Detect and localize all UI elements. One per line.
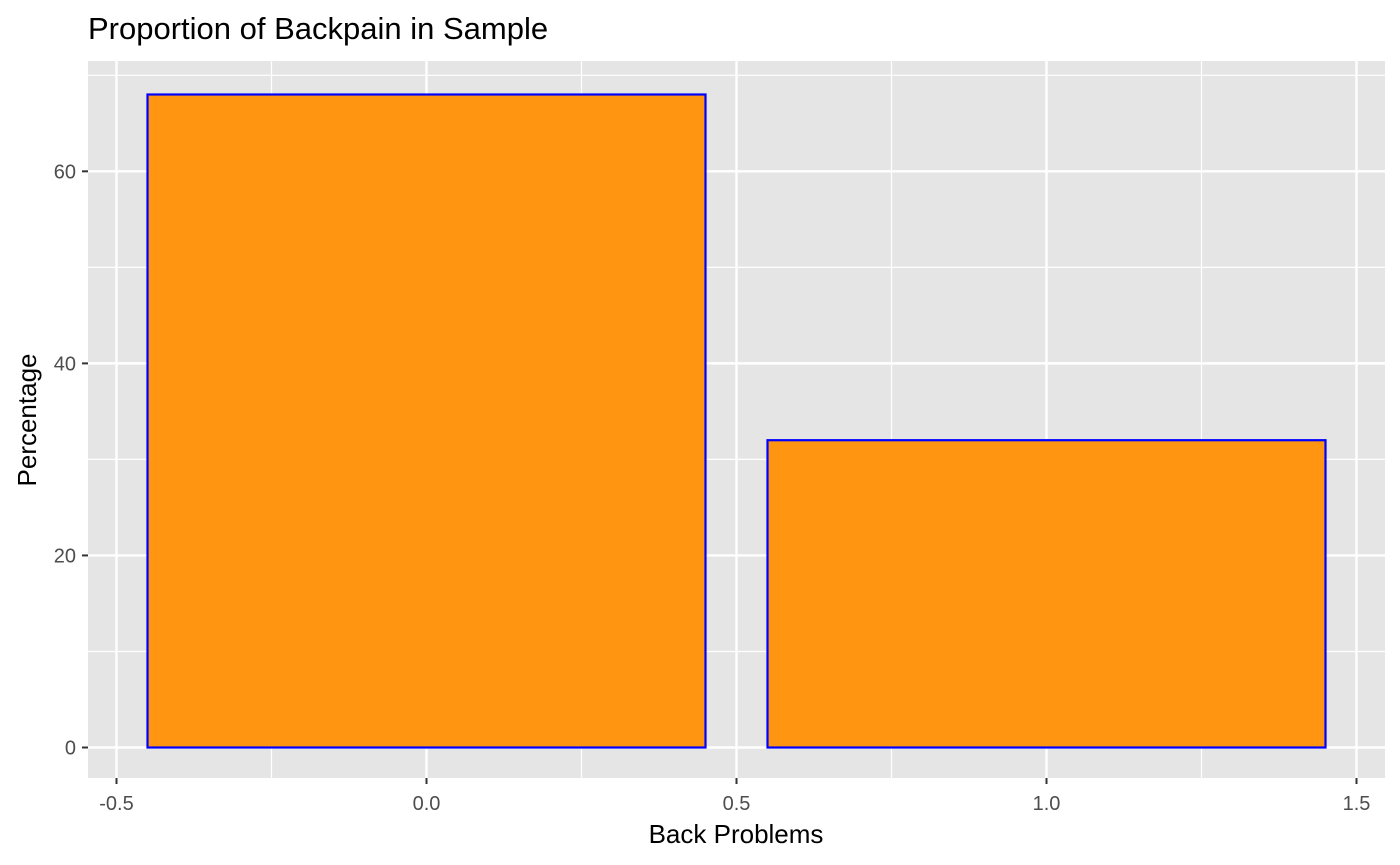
y-tick-label: 20	[54, 545, 76, 567]
x-tick-label: 0.0	[413, 793, 441, 815]
x-axis: -0.5 0.0 0.5 1.0 1.5	[99, 778, 1370, 815]
bar	[146, 93, 707, 749]
x-tick-label: 1.0	[1033, 793, 1061, 815]
chart-title: Proportion of Backpain in Sample	[88, 11, 548, 46]
x-axis-title: Back Problems	[649, 819, 824, 849]
x-tick-label: 0.5	[723, 793, 751, 815]
y-axis-title: Percentage	[12, 354, 42, 487]
bars-group	[146, 93, 1327, 749]
y-axis: 0 20 40 60	[54, 161, 88, 760]
y-tick-label: 40	[54, 353, 76, 375]
x-tick-label: 1.5	[1343, 793, 1371, 815]
y-tick-label: 60	[54, 161, 76, 183]
x-tick-label: -0.5	[99, 793, 133, 815]
y-tick-label: 0	[65, 738, 76, 760]
bar	[766, 439, 1327, 749]
